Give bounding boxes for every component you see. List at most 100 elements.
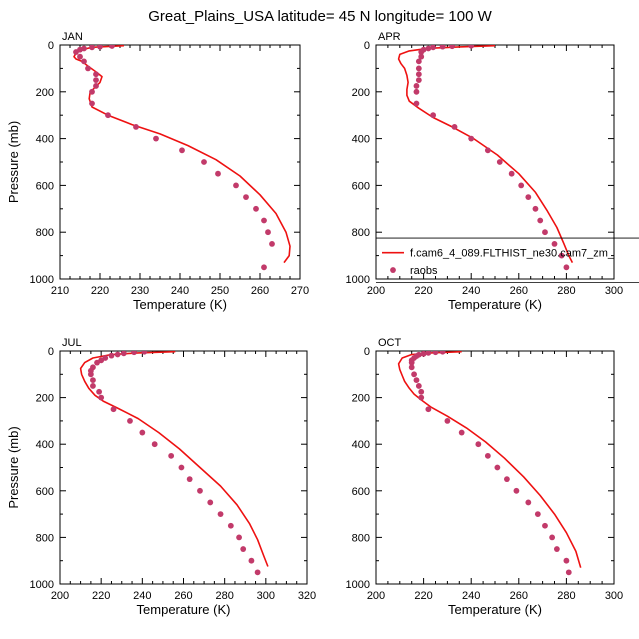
x-tick-label: 250 (211, 285, 229, 297)
raobs-point (108, 352, 115, 359)
raobs-point (81, 58, 87, 65)
data-layer (397, 351, 582, 576)
x-tick-label: 240 (462, 590, 480, 602)
x-tick-label: 200 (51, 590, 69, 602)
x-tick-label: 230 (131, 285, 149, 297)
x-tick-label: 200 (367, 285, 385, 297)
x-tick-label: 260 (251, 285, 269, 297)
raobs-point (254, 569, 261, 576)
raobs-point (408, 359, 415, 366)
y-tick-label: 800 (36, 532, 54, 544)
x-tick-label: 300 (605, 285, 623, 297)
raobs-point (451, 124, 458, 130)
x-tick-label: 200 (367, 590, 385, 602)
y-tick-label: 400 (352, 134, 370, 146)
legend: f.cam6_4_089.FLTHIST_ne30.cam7_zm_raobs (376, 237, 639, 283)
y-tick-label: 0 (364, 40, 370, 52)
raobs-point (549, 534, 556, 541)
x-tick-label: 300 (605, 590, 623, 602)
raobs-point (131, 351, 137, 356)
x-tick-label: 280 (215, 590, 233, 602)
raobs-point (248, 557, 255, 564)
raobs-point (458, 429, 465, 436)
panel-label: OCT (378, 337, 402, 349)
legend-marker-swatch (390, 267, 396, 273)
raobs-point (553, 546, 560, 552)
raobs-point (265, 229, 271, 236)
chart-panel-jan: 210 220 230 240 250 260 270 0 200 400 600 800 1000 JA… (6, 31, 309, 312)
raobs-point (233, 182, 239, 189)
y-axis-label: Pressure (mb) (6, 426, 21, 508)
raobs-point (261, 217, 267, 224)
raobs-point (109, 45, 115, 49)
raobs-point (563, 557, 570, 564)
raobs-point (133, 124, 139, 130)
raobs-point (227, 522, 234, 529)
y-tick-label: 1000 (30, 274, 54, 286)
x-tick-label: 260 (174, 590, 192, 602)
raobs-point (110, 406, 117, 413)
x-tick-label: 280 (557, 285, 575, 297)
raobs-point (413, 100, 420, 107)
y-tick-label: 600 (352, 180, 370, 192)
raobs-point (96, 388, 103, 395)
raobs-point (444, 418, 451, 424)
raobs-point (439, 351, 446, 355)
raobs-point (87, 371, 94, 378)
data-layer (79, 351, 269, 576)
raobs-point (563, 264, 570, 271)
raobs-point (537, 217, 544, 224)
y-tick-label: 600 (352, 486, 370, 498)
raobs-point (94, 359, 100, 366)
raobs-point (418, 49, 425, 55)
x-tick-label: 240 (462, 285, 480, 297)
x-tick-label: 210 (51, 285, 69, 297)
x-tick-label: 240 (133, 590, 151, 602)
y-tick-label: 0 (48, 40, 54, 52)
raobs-point (418, 53, 425, 60)
model-line (73, 45, 291, 264)
y-tick-label: 400 (36, 134, 54, 146)
raobs-point (89, 45, 95, 51)
raobs-point (468, 45, 475, 49)
raobs-point (186, 476, 193, 483)
raobs-point (565, 569, 572, 576)
raobs-point (197, 487, 203, 494)
legend-label: raobs (410, 265, 438, 277)
raobs-point (97, 45, 103, 50)
raobs-point (139, 429, 146, 436)
chart-panel-jul: 200 220 240 260 280 300 320 0 200 400 600 800 1000 JU… (6, 337, 316, 617)
panel-label: JUL (62, 337, 82, 349)
data-layer (73, 45, 291, 271)
y-tick-label: 800 (352, 227, 370, 239)
x-axis-label: Temperature (K) (133, 297, 227, 312)
raobs-point (425, 45, 432, 52)
raobs-point (201, 159, 207, 165)
raobs-point (430, 45, 437, 51)
raobs-point (253, 205, 259, 212)
y-tick-label: 0 (48, 346, 54, 358)
raobs-point (413, 83, 420, 89)
figure-title: Great_Plains_USA latitude= 45 N longitud… (148, 8, 492, 25)
raobs-point (243, 194, 249, 201)
x-tick-label: 220 (414, 285, 432, 297)
raobs-point (532, 205, 539, 212)
y-tick-label: 1000 (346, 274, 370, 286)
y-tick-label: 1000 (346, 579, 370, 591)
y-tick-label: 400 (36, 439, 54, 451)
raobs-point (558, 252, 565, 259)
raobs-point (127, 418, 133, 424)
raobs-point (518, 182, 525, 189)
raobs-point (151, 441, 158, 448)
x-tick-label: 270 (291, 285, 309, 297)
model-line (397, 45, 574, 263)
raobs-point (90, 383, 96, 389)
raobs-point (432, 351, 439, 356)
raobs-point (217, 511, 224, 517)
raobs-point (430, 112, 437, 119)
raobs-point (93, 77, 99, 83)
raobs-point (269, 241, 275, 247)
panel-label: APR (378, 31, 401, 43)
raobs-point (98, 394, 105, 401)
